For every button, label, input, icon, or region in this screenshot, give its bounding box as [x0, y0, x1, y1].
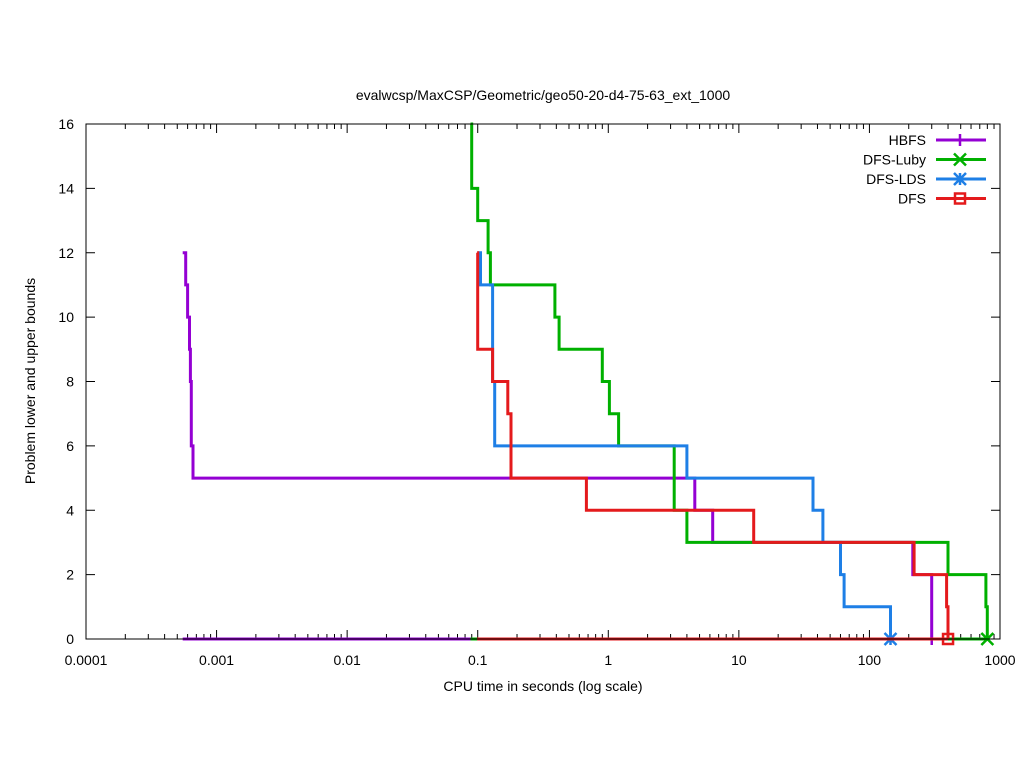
y-tick-label: 12: [58, 245, 74, 261]
legend-marker-dfs-lds: [953, 172, 967, 186]
y-tick-label: 2: [66, 567, 74, 583]
tick-labels: 0.0001 0.001 0.01 0.1 1 10 100 1000 0 2 4 6 8 10 12 14 1…: [58, 116, 1015, 668]
legend-marker-dfs: [953, 192, 967, 205]
y-tick-label: 14: [58, 180, 74, 196]
x-tick-label: 0.01: [334, 652, 361, 668]
y-tick-label: 6: [66, 438, 74, 454]
x-axis-label: CPU time in seconds (log scale): [443, 678, 642, 694]
y-tick-label: 10: [58, 309, 74, 325]
y-tick-label: 8: [66, 374, 74, 390]
series-dfs-lds-upper-line: [477, 251, 892, 639]
chart-title: evalwcsp/MaxCSP/Geometric/geo50-20-d4-75…: [356, 87, 731, 103]
legend-label-dfs-lds: DFS-LDS: [866, 171, 926, 187]
legend-marker-hbfs: [954, 134, 966, 146]
y-tick-label: 16: [58, 116, 74, 132]
legend-marker-dfs-luby: [953, 152, 967, 167]
x-tick-label: 1000: [984, 652, 1015, 668]
series-layer: [182, 122, 995, 646]
y-tick-label: 0: [66, 631, 74, 647]
legend-label-dfs: DFS: [898, 191, 926, 207]
x-tick-label: 0.0001: [65, 652, 108, 668]
series-dfs-luby-upper-line: [470, 122, 989, 639]
series-dfs-upper-line: [476, 251, 950, 639]
x-tick-label: 1: [604, 652, 612, 668]
legend-label-hbfs: HBFS: [889, 132, 926, 148]
x-tick-label: 10: [731, 652, 747, 668]
axis-ticks: [85, 123, 1001, 640]
x-tick-label: 100: [858, 652, 882, 668]
y-tick-label: 4: [66, 502, 74, 518]
legend-label-dfs-luby: DFS-Luby: [863, 152, 926, 168]
y-axis-label: Problem lower and upper bounds: [22, 278, 38, 484]
legend: HBFS DFS-Luby DFS-LDS DFS: [863, 132, 986, 207]
x-tick-label: 0.1: [468, 652, 488, 668]
plot-frame: [85, 123, 1001, 640]
x-tick-label: 0.001: [199, 652, 234, 668]
